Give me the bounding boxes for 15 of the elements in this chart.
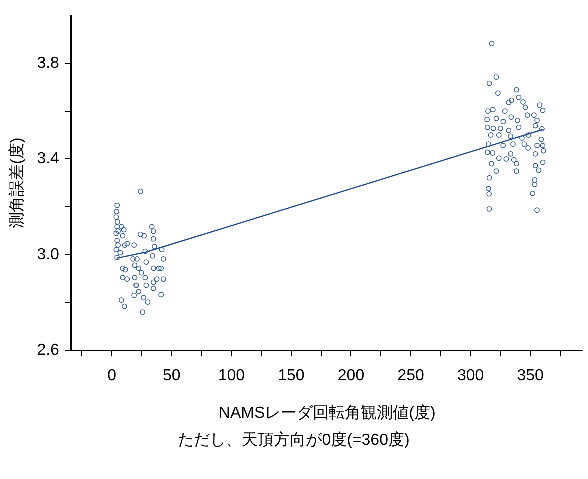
y-tick-label: 3.0	[37, 246, 60, 264]
x-tick-label: 200	[338, 368, 365, 385]
x-axis-title: NAMSレーダ回転角観測値(度)	[218, 404, 436, 422]
x-tick-label: 150	[278, 368, 305, 385]
x-tick-label: 250	[398, 368, 424, 385]
x-tick-label: 350	[517, 368, 544, 385]
text: ただし、天頂方向が0度(=360度)	[177, 430, 411, 451]
x-tick-label: 100	[218, 368, 246, 385]
y-tick-label: 3.8	[37, 54, 60, 72]
y-tick-label: 2.6	[37, 342, 60, 360]
y-tick-label: 3.4	[37, 150, 60, 168]
x-tick-label: 50	[162, 368, 181, 385]
y-axis-title: 測角誤差(度)	[8, 138, 26, 228]
x-tick-label: 300	[457, 368, 484, 385]
x-tick-label: 0	[108, 368, 117, 385]
